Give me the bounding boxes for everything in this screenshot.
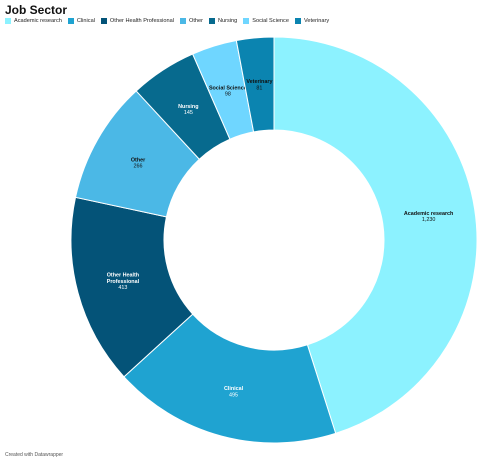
slice-label: Academic research xyxy=(404,211,453,217)
slice-value: 413 xyxy=(118,285,127,291)
legend-label: Other xyxy=(188,18,203,24)
slice-label: Clinical xyxy=(224,386,244,392)
legend-swatch xyxy=(5,18,11,24)
legend-swatch xyxy=(100,18,107,24)
donut-slice xyxy=(123,313,337,444)
legend-label: Academic research xyxy=(14,18,62,24)
slice-value: 1,230 xyxy=(422,217,436,223)
legend-swatch xyxy=(294,18,301,24)
donut-slice xyxy=(235,36,275,133)
legend-label: Veterinary xyxy=(303,18,330,24)
donut-slice xyxy=(273,36,478,435)
slice-label: Other xyxy=(131,157,146,163)
legend-swatch xyxy=(208,18,215,24)
chart-legend: Academic research Clinical Other Health Pr… xyxy=(5,18,475,24)
legend-label: Nursing xyxy=(217,18,238,24)
legend-swatch xyxy=(179,18,186,24)
slice-label: Other Health Professional xyxy=(107,273,140,285)
legend-swatch xyxy=(243,18,250,24)
slice-value: 98 xyxy=(225,92,231,98)
credit-footer: Created with Datawrapper xyxy=(5,452,64,458)
slice-label: Veterinary xyxy=(246,79,272,85)
legend-label: Other Health Professional xyxy=(109,18,174,24)
legend-item: Other Health Professional xyxy=(100,18,174,24)
slice-value: 81 xyxy=(256,85,262,91)
slice-label: Nursing xyxy=(178,104,198,110)
slice-value: 145 xyxy=(184,110,193,116)
slice-value: 266 xyxy=(134,164,143,170)
legend-item: Academic research xyxy=(5,18,62,24)
legend-swatch xyxy=(67,18,74,24)
donut-slice xyxy=(70,196,194,378)
legend-label: Clinical xyxy=(76,18,95,24)
chart-title: Job Sector xyxy=(5,3,68,17)
legend-item: Clinical xyxy=(67,18,95,24)
legend-item: Nursing xyxy=(208,18,238,24)
legend-item: Other xyxy=(179,18,203,24)
legend-label: Social Science xyxy=(252,18,289,24)
slice-value: 495 xyxy=(229,392,238,398)
legend-item: Social Science xyxy=(243,18,289,24)
legend-item: Veterinary xyxy=(294,18,330,24)
slice-label: Social Science xyxy=(209,85,247,91)
